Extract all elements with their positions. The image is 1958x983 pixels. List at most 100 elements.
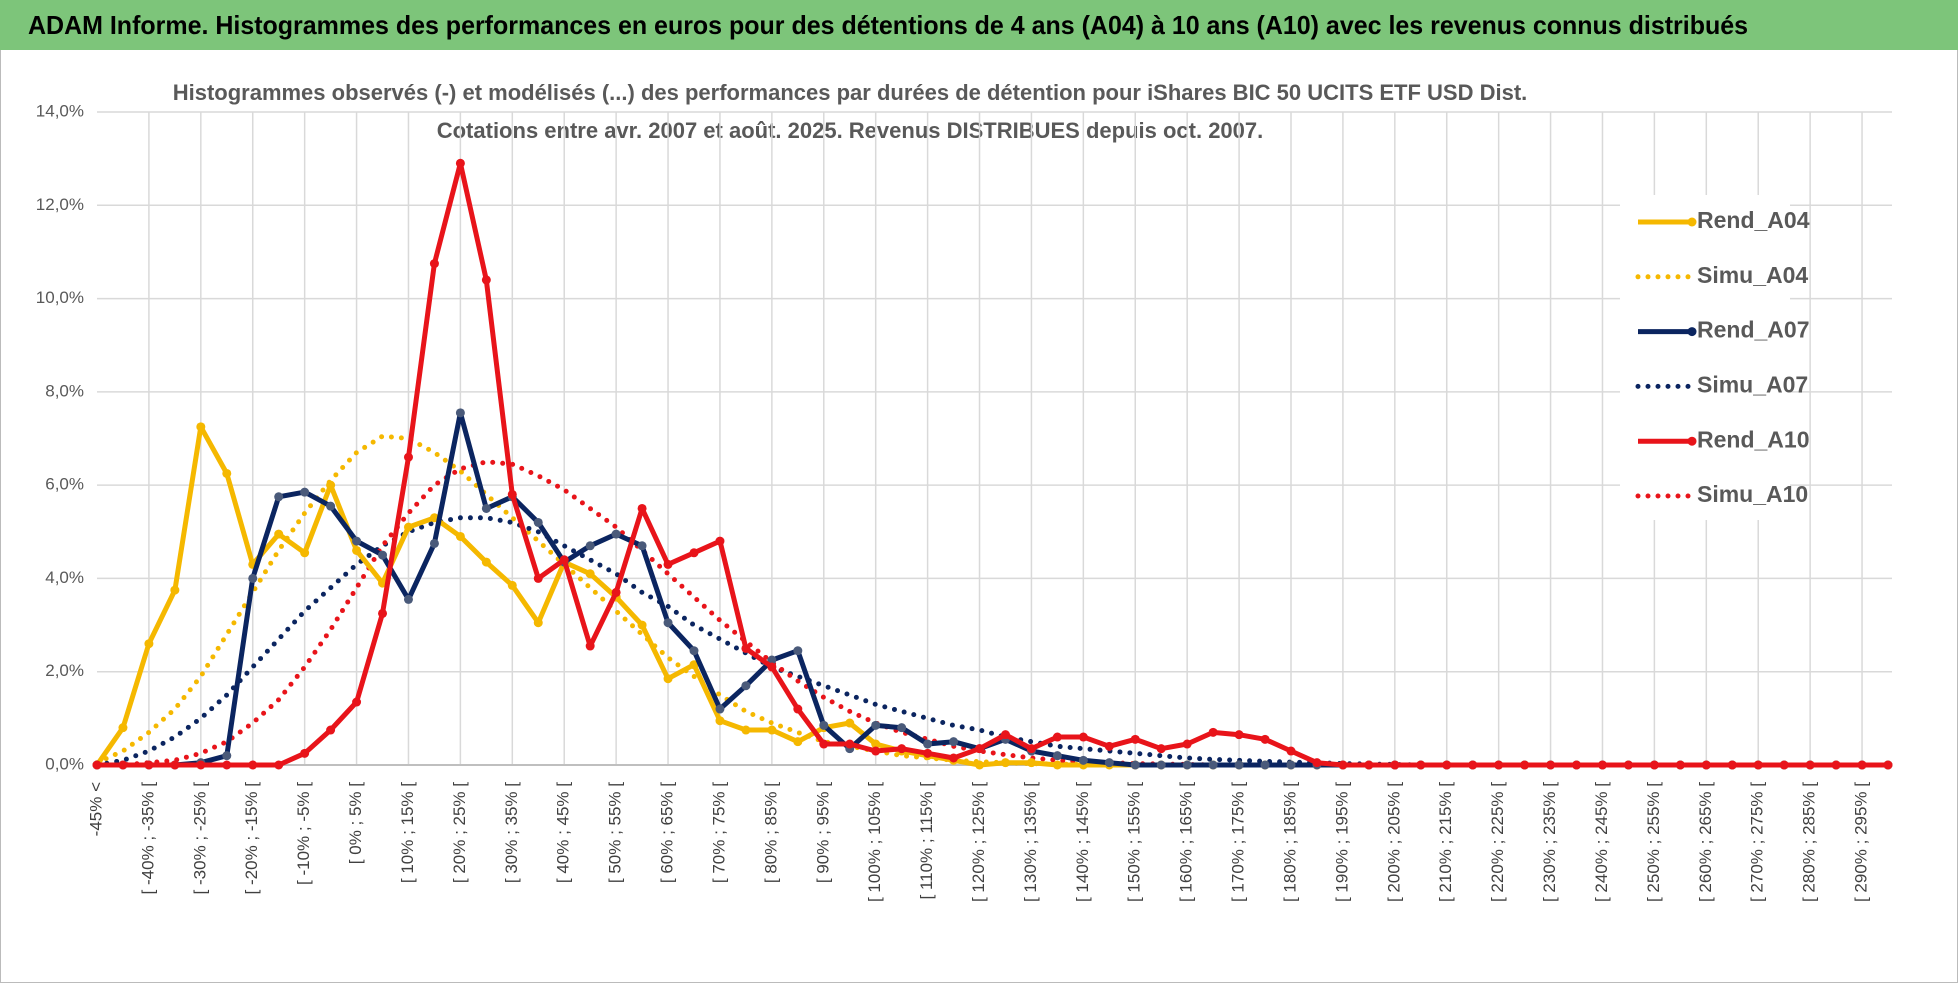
data-point	[92, 760, 102, 770]
page-title: ADAM Informe. Histogrammes des performan…	[28, 10, 1748, 40]
x-tick-label: [ 110% ; 115% [	[917, 782, 936, 900]
data-point	[663, 674, 673, 684]
data-point	[326, 480, 336, 490]
data-point	[1857, 760, 1867, 770]
data-point	[585, 569, 595, 579]
data-point	[715, 716, 725, 726]
data-point	[1805, 760, 1815, 770]
data-point	[1026, 744, 1036, 754]
x-tick-label: [ 80% ; 85% [	[761, 782, 780, 883]
chart-subtitle: Cotations entre avr. 2007 et août. 2025.…	[437, 118, 1264, 143]
x-tick-label: [ 190% ; 195% [	[1332, 782, 1351, 902]
data-point	[793, 646, 803, 656]
data-point	[1052, 751, 1062, 761]
data-point	[248, 573, 258, 583]
data-point	[1130, 760, 1140, 770]
x-tick-label: [ 100% ; 105% [	[865, 782, 884, 902]
data-point	[144, 760, 154, 770]
x-tick-label: [ 250% ; 255% [	[1644, 782, 1663, 902]
data-point	[300, 548, 310, 558]
data-point	[871, 720, 881, 730]
data-point	[1597, 760, 1607, 770]
data-point	[1156, 744, 1166, 754]
data-point	[819, 739, 829, 749]
data-point	[741, 643, 751, 653]
data-point	[1234, 760, 1244, 770]
x-tick-label: [ 60% ; 65% [	[658, 782, 677, 883]
data-point	[1052, 760, 1062, 770]
data-point	[1130, 734, 1140, 744]
data-point	[1494, 760, 1504, 770]
data-point	[378, 550, 388, 560]
data-point	[1208, 727, 1218, 737]
data-point	[715, 536, 725, 546]
data-point	[1675, 760, 1685, 770]
data-point	[222, 468, 232, 478]
data-point	[975, 760, 985, 770]
data-point	[533, 517, 543, 527]
data-point	[1078, 755, 1088, 765]
data-point	[1286, 746, 1296, 756]
data-point	[845, 739, 855, 749]
data-point	[663, 559, 673, 569]
header-bar	[0, 0, 1958, 50]
data-point	[1338, 760, 1348, 770]
x-tick-label: [ 20% ; 25% [	[450, 782, 469, 883]
data-point	[429, 259, 439, 269]
data-point	[196, 422, 206, 432]
legend-label: Simu_A04	[1697, 262, 1808, 288]
data-point	[1260, 734, 1270, 744]
data-point	[1052, 732, 1062, 742]
data-point	[1831, 760, 1841, 770]
y-tick-label: 6,0%	[45, 475, 84, 494]
data-point	[585, 541, 595, 551]
data-point	[222, 751, 232, 761]
data-point	[689, 646, 699, 656]
y-tick-label: 0,0%	[45, 754, 84, 773]
data-point	[949, 737, 959, 747]
x-tick-label: [ -20% ; -15% [	[242, 782, 261, 895]
data-point	[248, 760, 258, 770]
x-tick-label: [ 40% ; 45% [	[554, 782, 573, 883]
data-point	[403, 452, 413, 462]
y-tick-label: 8,0%	[45, 381, 84, 400]
data-point	[1260, 760, 1270, 770]
data-point	[481, 557, 491, 567]
data-point	[897, 744, 907, 754]
legend-box	[1620, 195, 1790, 520]
data-point	[1364, 760, 1374, 770]
data-point	[715, 704, 725, 714]
legend-marker	[1687, 436, 1697, 446]
data-point	[897, 723, 907, 733]
y-tick-label: 4,0%	[45, 568, 84, 587]
data-point	[767, 662, 777, 672]
legend-label: Simu_A10	[1697, 481, 1808, 507]
data-point	[378, 608, 388, 618]
data-point	[1234, 730, 1244, 740]
x-tick-label: [ 180% ; 185% [	[1280, 782, 1299, 902]
x-tick-label: [ 220% ; 225% [	[1488, 782, 1507, 902]
x-tick-label: [ 170% ; 175% [	[1229, 782, 1248, 902]
data-point	[845, 718, 855, 728]
x-tick-label: [ 10% ; 15% [	[398, 782, 417, 883]
data-point	[481, 503, 491, 513]
x-tick-label: [ 290% ; 295% [	[1852, 782, 1871, 902]
data-point	[1182, 760, 1192, 770]
data-point	[1520, 760, 1530, 770]
x-tick-label: [ 30% ; 35% [	[502, 782, 521, 883]
data-point	[196, 760, 206, 770]
data-point	[559, 555, 569, 565]
data-point	[975, 744, 985, 754]
data-point	[1623, 760, 1633, 770]
data-point	[1000, 730, 1010, 740]
legend-marker	[1687, 217, 1697, 227]
data-point	[352, 697, 362, 707]
data-point	[481, 275, 491, 285]
data-point	[118, 760, 128, 770]
data-point	[611, 587, 621, 597]
x-tick-label: [ 270% ; 275% [	[1748, 782, 1767, 902]
data-point	[455, 408, 465, 418]
y-tick-label: 2,0%	[45, 661, 84, 680]
data-point	[819, 720, 829, 730]
